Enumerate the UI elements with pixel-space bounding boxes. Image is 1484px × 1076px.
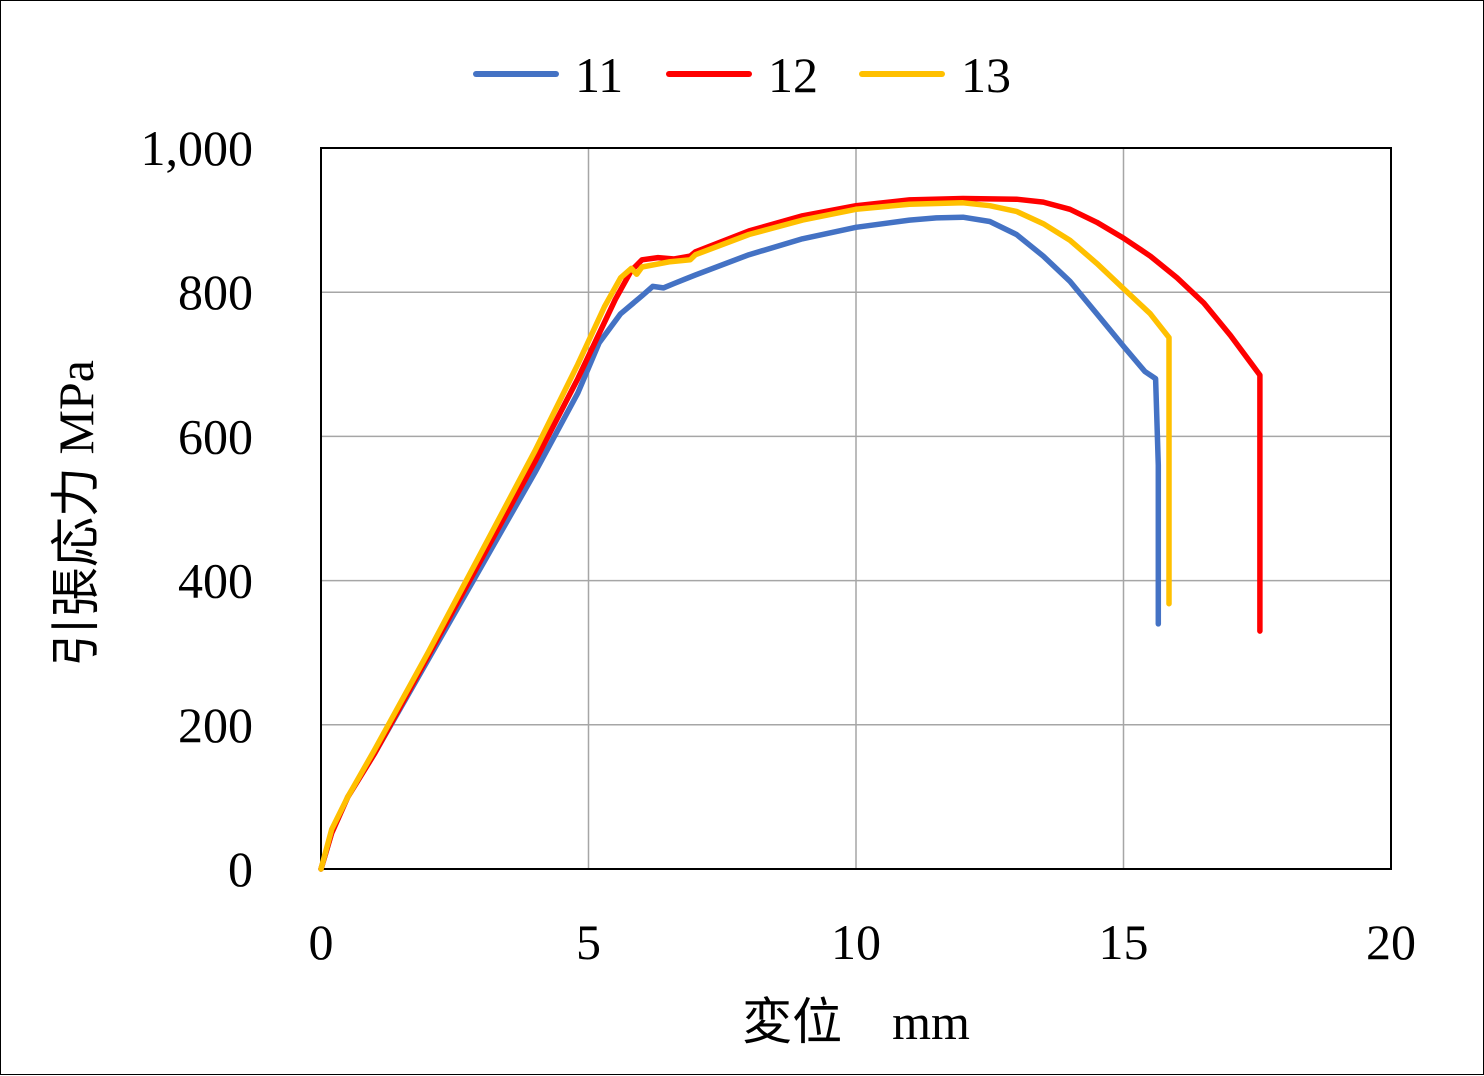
legend: 11 12 13: [473, 47, 1011, 103]
y-tick-label-4: 800: [178, 264, 253, 320]
y-tick-label-0: 0: [228, 841, 253, 897]
series-line-13: [318, 200, 1172, 872]
y-tick-label-5: 1,000: [141, 120, 254, 176]
y-tick-label-2: 400: [178, 553, 253, 609]
y-axis-title: 引張応力 MPa: [48, 360, 104, 667]
x-tick-label-4: 20: [1366, 914, 1416, 970]
y-tick-label-3: 600: [178, 408, 253, 464]
y-tick-label-1: 200: [178, 697, 253, 753]
x-tick-label-0: 0: [309, 914, 334, 970]
series-line-11: [318, 214, 1162, 872]
x-axis-title: 変位 mm: [742, 994, 970, 1050]
legend-label-12: 12: [768, 47, 818, 103]
plot-area-border: [320, 147, 1392, 870]
x-tick-label-1: 5: [576, 914, 601, 970]
grid-layer: [320, 147, 1392, 870]
legend-label-13: 13: [961, 47, 1011, 103]
legend-label-11: 11: [575, 47, 623, 103]
series-line-12: [318, 195, 1263, 872]
series-layer: [318, 195, 1263, 872]
x-tick-label-2: 10: [831, 914, 881, 970]
x-tick-label-3: 15: [1099, 914, 1149, 970]
